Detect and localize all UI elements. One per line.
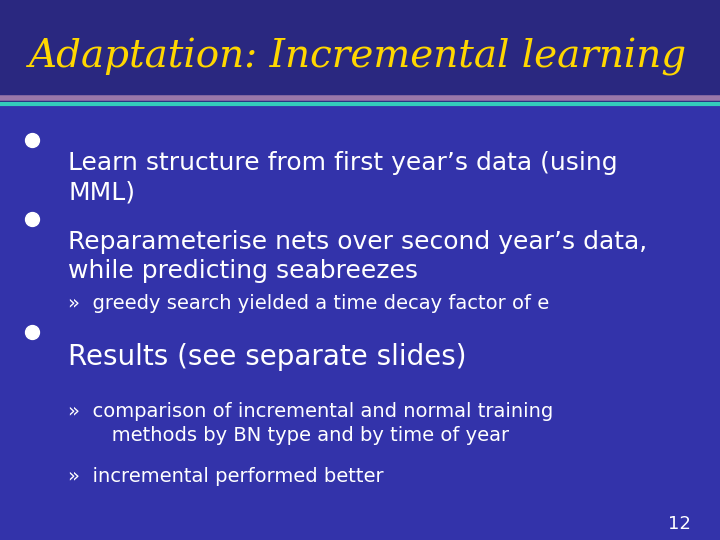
Text: »  comparison of incremental and normal training
       methods by BN type and b: » comparison of incremental and normal t… [68,402,554,445]
Text: »  greedy search yielded a time decay factor of e: » greedy search yielded a time decay fac… [68,294,549,313]
Text: Learn structure from first year’s data (using
MML): Learn structure from first year’s data (… [68,151,618,205]
FancyBboxPatch shape [0,104,720,540]
FancyBboxPatch shape [0,0,720,104]
Text: Results (see separate slides): Results (see separate slides) [68,343,467,371]
Text: »  incremental performed better: » incremental performed better [68,467,384,486]
Text: Reparameterise nets over second year’s data,
while predicting seabreezes: Reparameterise nets over second year’s d… [68,230,648,283]
Text: 12: 12 [668,515,691,533]
Text: Adaptation: Incremental learning: Adaptation: Incremental learning [29,38,687,76]
